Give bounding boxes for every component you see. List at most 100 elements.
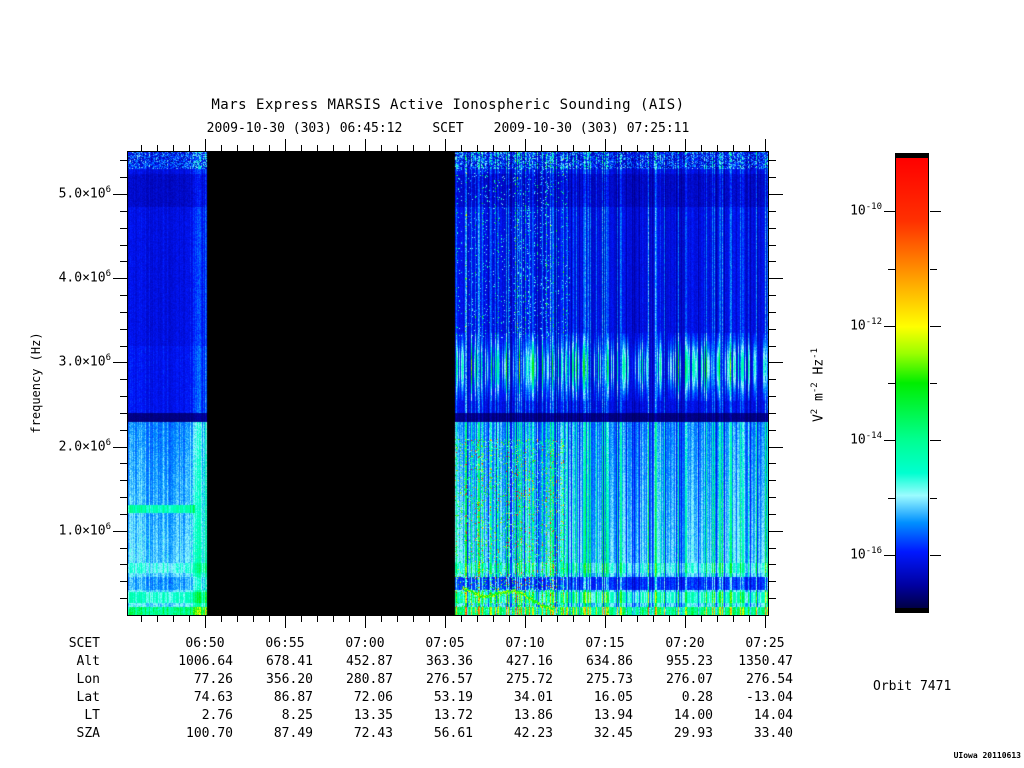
x-minor-tick-top (221, 145, 222, 151)
table-cell: 276.54 (746, 672, 793, 687)
y-major-tick (113, 194, 127, 195)
scet-time-cell: 07:00 (345, 636, 385, 651)
table-cell: 87.49 (273, 726, 313, 741)
colorbar-major-tick (884, 211, 895, 212)
colorbar-major-tick-right (930, 326, 941, 327)
x-minor-tick (637, 616, 638, 622)
x-minor-tick (669, 616, 670, 622)
y-minor-tick (120, 413, 127, 414)
x-minor-tick-top (429, 145, 430, 151)
y-axis-label: frequency (Hz) (29, 332, 43, 434)
y-tick-label: 3.0×106 (58, 353, 111, 370)
colorbar-major-tick (884, 555, 895, 556)
x-minor-tick-top (637, 145, 638, 151)
y-minor-tick-right (769, 261, 776, 262)
table-cell: 275.73 (586, 672, 633, 687)
x-minor-tick (157, 616, 158, 622)
table-cell: 8.25 (281, 708, 313, 723)
x-minor-tick-top (189, 145, 190, 151)
y-minor-tick (120, 598, 127, 599)
x-major-tick-top (765, 139, 766, 151)
colorbar-major-tick-right (930, 555, 941, 556)
y-minor-tick-right (769, 228, 776, 229)
x-major-tick-top (605, 139, 606, 151)
x-minor-tick (141, 616, 142, 622)
x-minor-tick-top (173, 145, 174, 151)
y-minor-tick (120, 329, 127, 330)
plot-title: Mars Express MARSIS Active Ionospheric S… (211, 97, 685, 113)
colorbar-major-tick-right (930, 211, 941, 212)
x-major-tick-top (445, 139, 446, 151)
x-major-tick (285, 616, 286, 628)
table-row-label: Lon (76, 672, 100, 687)
x-major-tick-top (285, 139, 286, 151)
x-minor-tick (477, 616, 478, 622)
y-minor-tick-right (769, 480, 776, 481)
x-minor-tick (493, 616, 494, 622)
table-cell: 32.45 (593, 726, 633, 741)
y-minor-tick-right (769, 160, 776, 161)
y-minor-tick-right (769, 329, 776, 330)
scet-time-cell: 07:10 (505, 636, 545, 651)
y-minor-tick (120, 245, 127, 246)
colorbar-minor-tick (888, 269, 895, 270)
table-cell: 77.26 (193, 672, 233, 687)
x-minor-tick (557, 616, 558, 622)
table-cell: 86.87 (273, 690, 313, 705)
table-row-label: Lat (76, 690, 100, 705)
table-cell: 53.19 (433, 690, 473, 705)
x-major-tick (765, 616, 766, 628)
table-row-label: Alt (76, 654, 100, 669)
colorbar-tick-label: 10-14 (850, 431, 882, 448)
x-major-tick (605, 616, 606, 628)
scet-time-cell: 07:05 (425, 636, 465, 651)
colorbar-minor-tick (888, 498, 895, 499)
x-minor-tick-top (717, 145, 718, 151)
y-minor-tick-right (769, 564, 776, 565)
x-minor-tick (589, 616, 590, 622)
scet-end: 2009-10-30 (303) 07:25:11 (493, 121, 690, 136)
table-cell: 13.72 (433, 708, 473, 723)
y-minor-tick (120, 228, 127, 229)
table-row-label: SCET (68, 636, 100, 651)
x-major-tick-top (365, 139, 366, 151)
y-minor-tick-right (769, 396, 776, 397)
table-cell: 1350.47 (738, 654, 793, 669)
x-minor-tick-top (653, 145, 654, 151)
table-cell: 1006.64 (178, 654, 233, 669)
colorbar-major-tick (884, 440, 895, 441)
y-minor-tick (120, 514, 127, 515)
scet-time-cell: 07:15 (585, 636, 625, 651)
y-minor-tick-right (769, 598, 776, 599)
y-minor-tick-right (769, 581, 776, 582)
x-minor-tick-top (477, 145, 478, 151)
scet-time-cell: 07:25 (745, 636, 785, 651)
x-minor-tick (413, 616, 414, 622)
y-major-tick-right (769, 194, 783, 195)
x-minor-tick (349, 616, 350, 622)
y-major-tick (113, 531, 127, 532)
table-cell: 452.87 (346, 654, 393, 669)
colorbar-gradient (896, 158, 928, 608)
y-minor-tick-right (769, 295, 776, 296)
x-minor-tick (749, 616, 750, 622)
x-minor-tick-top (349, 145, 350, 151)
colorbar-tick-label: 10-16 (850, 546, 882, 563)
x-minor-tick-top (397, 145, 398, 151)
table-cell: 14.04 (753, 708, 793, 723)
scet-time-cell: 07:20 (665, 636, 705, 651)
y-minor-tick (120, 211, 127, 212)
spectrogram-frame (127, 151, 769, 616)
x-minor-tick-top (381, 145, 382, 151)
x-minor-tick (269, 616, 270, 622)
table-cell: 14.00 (673, 708, 713, 723)
colorbar-major-tick-right (930, 440, 941, 441)
y-minor-tick (120, 480, 127, 481)
x-major-tick-top (205, 139, 206, 151)
x-minor-tick-top (237, 145, 238, 151)
table-cell: 2.76 (201, 708, 233, 723)
y-minor-tick-right (769, 211, 776, 212)
table-cell: 74.63 (193, 690, 233, 705)
x-minor-tick-top (301, 145, 302, 151)
